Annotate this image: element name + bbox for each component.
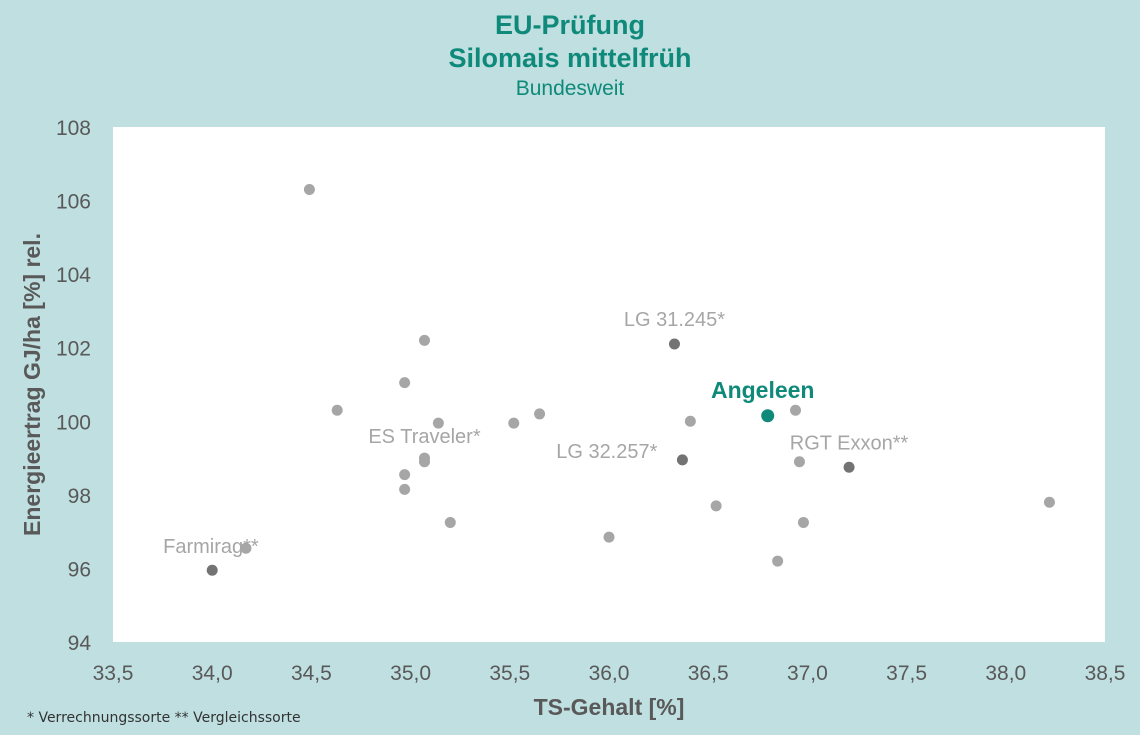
data-point bbox=[399, 469, 411, 481]
data-point bbox=[444, 516, 456, 528]
y-tick-label: 104 bbox=[56, 264, 91, 287]
x-tick-label: 34,0 bbox=[192, 662, 233, 685]
data-label: LG 31.245* bbox=[624, 309, 725, 331]
x-tick-label: 37,5 bbox=[886, 662, 927, 685]
data-point bbox=[399, 377, 411, 389]
y-tick-label: 106 bbox=[56, 191, 91, 214]
y-tick-label: 108 bbox=[56, 117, 91, 140]
data-point bbox=[432, 417, 444, 429]
data-point bbox=[418, 456, 430, 468]
data-label: Angeleen bbox=[711, 377, 815, 403]
data-point bbox=[772, 555, 784, 567]
y-axis-ticks: 94 96 98 100 102 104 106 108 bbox=[56, 117, 91, 655]
x-tick-label: 35,5 bbox=[489, 662, 530, 685]
data-point bbox=[240, 542, 252, 554]
y-tick-label: 96 bbox=[68, 558, 91, 581]
data-point bbox=[206, 564, 218, 576]
x-tick-label: 38,5 bbox=[1085, 662, 1126, 685]
y-tick-label: 100 bbox=[56, 411, 91, 434]
data-point bbox=[418, 334, 430, 346]
data-point bbox=[534, 408, 546, 420]
plot-area bbox=[113, 127, 1105, 642]
chart-region: Bundesweit bbox=[515, 77, 625, 100]
x-tick-label: 36,5 bbox=[688, 662, 729, 685]
chart-title: EU-Prüfung bbox=[495, 10, 645, 40]
x-tick-label: 33,5 bbox=[93, 662, 134, 685]
data-point bbox=[603, 531, 615, 543]
x-tick-label: 35,0 bbox=[390, 662, 431, 685]
data-point bbox=[331, 404, 343, 416]
y-tick-label: 98 bbox=[68, 485, 91, 508]
data-labels: ES Traveler* LG 31.245* LG 32.257* Angeleen… bbox=[163, 309, 908, 558]
data-point bbox=[793, 456, 805, 468]
x-tick-label: 34,5 bbox=[291, 662, 332, 685]
x-axis-ticks: 33,5 34,0 34,5 35,0 35,5 36,0 36,5 37,0 37,5 38,0… bbox=[93, 662, 1126, 685]
x-axis-label: TS-Gehalt [%] bbox=[534, 694, 685, 720]
x-tick-label: 37,0 bbox=[787, 662, 828, 685]
data-label: ES Traveler* bbox=[368, 426, 480, 448]
data-point bbox=[508, 417, 520, 429]
footnote: * Verrechnungssorte ** Vergleichssorte bbox=[27, 710, 301, 726]
data-point bbox=[399, 483, 411, 495]
data-point bbox=[797, 516, 809, 528]
data-label: Farmirag** bbox=[163, 536, 259, 558]
x-tick-label: 36,0 bbox=[589, 662, 630, 685]
data-label: LG 32.257* bbox=[556, 441, 657, 463]
y-tick-label: 94 bbox=[68, 632, 92, 655]
data-point bbox=[1043, 496, 1055, 508]
data-point bbox=[710, 500, 722, 512]
data-point bbox=[843, 461, 855, 473]
data-point bbox=[761, 409, 775, 423]
x-tick-label: 38,0 bbox=[985, 662, 1026, 685]
data-point bbox=[676, 454, 688, 466]
data-point bbox=[303, 184, 315, 196]
data-point bbox=[789, 404, 801, 416]
data-points bbox=[206, 184, 1055, 576]
y-tick-label: 102 bbox=[56, 338, 91, 361]
y-axis-label: Energieertrag GJ/ha [%] rel. bbox=[19, 233, 45, 536]
chart-subtitle: Silomais mittelfrüh bbox=[448, 43, 692, 73]
data-label: RGT Exxon** bbox=[790, 432, 909, 454]
data-point bbox=[684, 415, 696, 427]
data-point bbox=[668, 338, 680, 350]
